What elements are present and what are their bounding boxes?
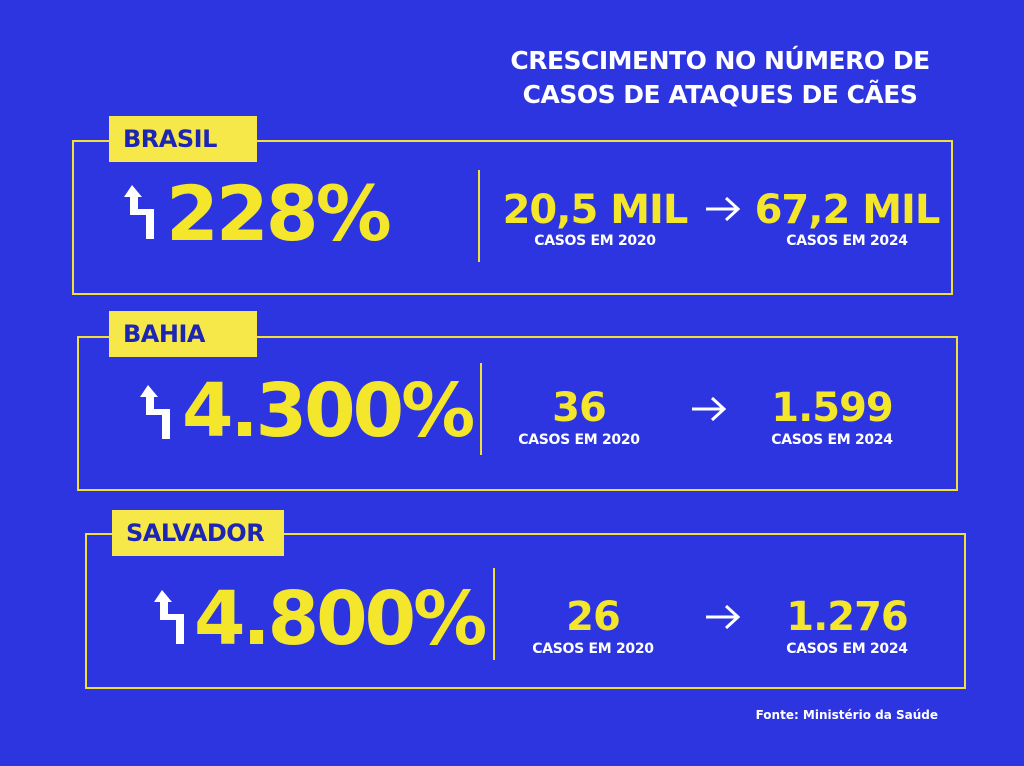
region-label-brasil: BRASIL xyxy=(109,116,257,162)
zigzag-up-arrow-icon xyxy=(140,385,170,439)
card-brasil xyxy=(72,140,953,295)
divider-bahia xyxy=(480,363,482,455)
region-label-bahia: BAHIA xyxy=(109,311,257,357)
title-line-1: CRESCIMENTO NO NÚMERO DE xyxy=(510,46,930,75)
value-2020-salvador: 26 xyxy=(566,594,621,640)
caption-2024-bahia: CASOS EM 2024 xyxy=(771,432,893,448)
value-2024-salvador: 1.276 xyxy=(786,594,909,640)
caption-2020-bahia: CASOS EM 2020 xyxy=(518,432,640,448)
region-label-salvador: SALVADOR xyxy=(112,510,284,556)
value-2020-bahia: 36 xyxy=(552,385,607,431)
right-arrow-icon xyxy=(692,396,727,422)
divider-salvador xyxy=(493,568,495,660)
caption-2024-salvador: CASOS EM 2024 xyxy=(786,641,908,657)
caption-2024-brasil: CASOS EM 2024 xyxy=(786,233,908,249)
card-salvador xyxy=(85,533,966,689)
growth-percent-brasil: 228% xyxy=(166,169,392,258)
zigzag-up-arrow-icon xyxy=(124,185,154,239)
value-2024-brasil: 67,2 MIL xyxy=(754,187,941,233)
caption-2020-brasil: CASOS EM 2020 xyxy=(534,233,656,249)
zigzag-up-arrow-icon xyxy=(154,590,184,644)
growth-percent-bahia: 4.300% xyxy=(182,368,475,454)
growth-percent-salvador: 4.800% xyxy=(194,576,487,662)
right-arrow-icon xyxy=(706,196,741,222)
source-note: Fonte: Ministério da Saúde xyxy=(755,708,938,722)
right-arrow-icon xyxy=(706,604,741,630)
value-2020-brasil: 20,5 MIL xyxy=(502,187,689,233)
title-line-2: CASOS DE ATAQUES DE CÃES xyxy=(522,80,918,109)
value-2024-bahia: 1.599 xyxy=(771,385,894,431)
caption-2020-salvador: CASOS EM 2020 xyxy=(532,641,654,657)
page-title: CRESCIMENTO NO NÚMERO DE CASOS DE ATAQUE… xyxy=(470,44,970,112)
card-bahia xyxy=(77,336,958,491)
divider-brasil xyxy=(478,170,480,262)
